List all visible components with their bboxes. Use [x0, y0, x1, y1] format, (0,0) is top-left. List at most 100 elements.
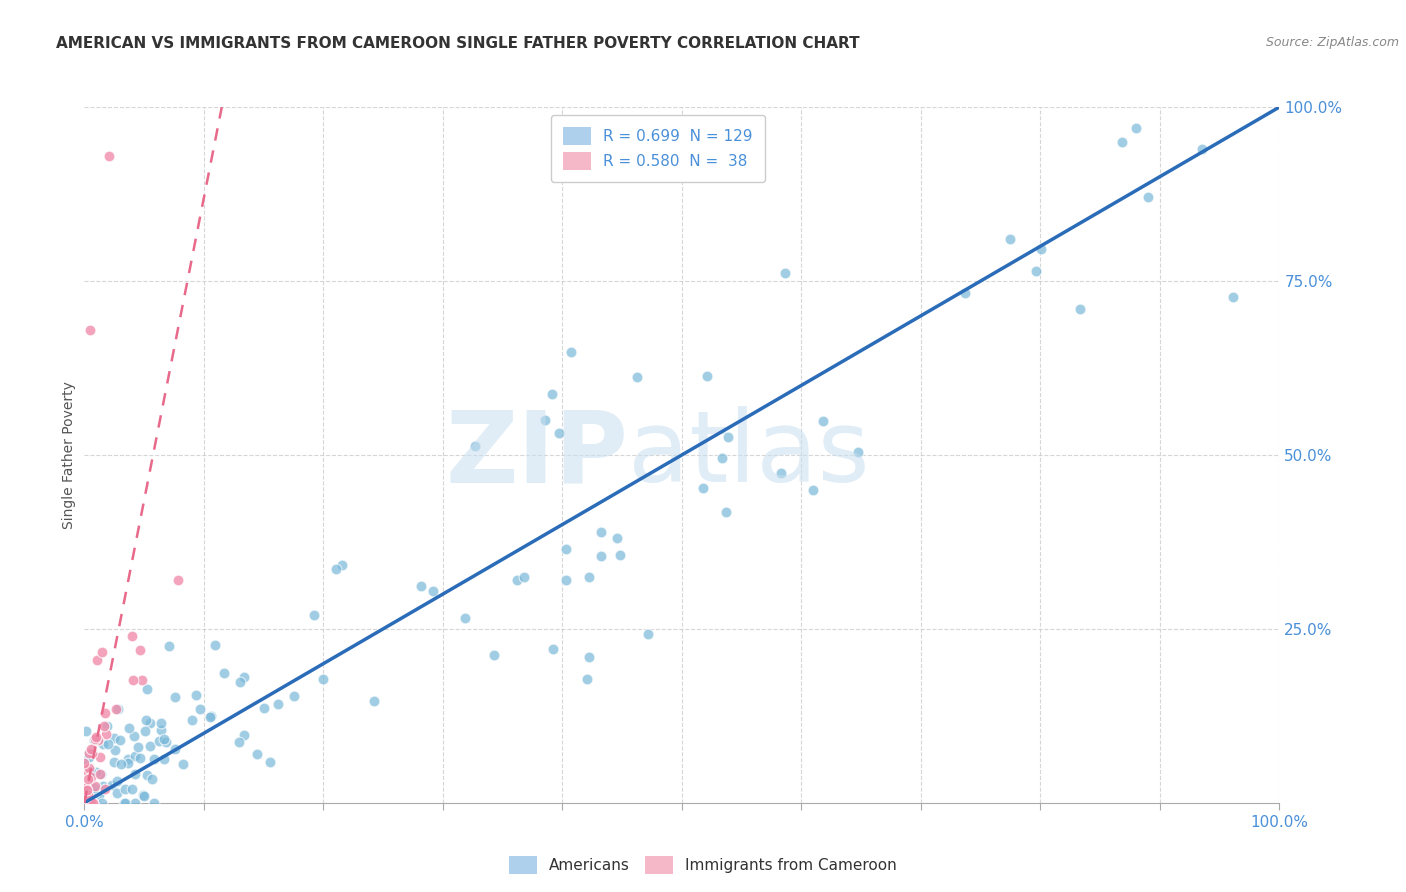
- Point: [83, 780, 105, 795]
- Point: [1137, 190, 1160, 204]
- Point: [77, 792, 100, 806]
- Text: ZIP: ZIP: [446, 407, 628, 503]
- Point: [464, 439, 486, 453]
- Point: [134, 724, 156, 739]
- Point: [200, 710, 222, 724]
- Point: [152, 751, 174, 765]
- Point: [204, 638, 226, 652]
- Point: [96, 719, 118, 733]
- Point: [101, 778, 124, 792]
- Point: [134, 789, 156, 804]
- Point: [77, 750, 100, 764]
- Point: [79, 323, 101, 337]
- Legend: Americans, Immigrants from Cameroon: Americans, Immigrants from Cameroon: [503, 850, 903, 880]
- Point: [246, 747, 269, 761]
- Point: [1125, 121, 1147, 136]
- Point: [124, 766, 146, 780]
- Point: [82, 796, 104, 810]
- Point: [139, 716, 162, 731]
- Point: [79, 796, 101, 810]
- Point: [186, 688, 208, 702]
- Point: [80, 765, 103, 780]
- Point: [575, 672, 598, 686]
- Point: [131, 673, 153, 687]
- Point: [555, 541, 578, 556]
- Point: [93, 781, 115, 796]
- Point: [82, 743, 104, 757]
- Point: [93, 719, 115, 733]
- Point: [110, 756, 132, 771]
- Point: [94, 727, 117, 741]
- Point: [363, 694, 385, 708]
- Point: [696, 368, 718, 383]
- Point: [482, 648, 505, 662]
- Point: [114, 796, 136, 810]
- Point: [212, 666, 235, 681]
- Point: [506, 573, 529, 587]
- Point: [163, 690, 186, 704]
- Point: [79, 795, 101, 809]
- Point: [953, 285, 976, 300]
- Point: [710, 450, 733, 465]
- Point: [83, 786, 105, 800]
- Point: [75, 789, 97, 804]
- Point: [83, 732, 105, 747]
- Point: [534, 413, 557, 427]
- Point: [75, 780, 97, 795]
- Point: [82, 796, 104, 810]
- Point: [606, 531, 628, 545]
- Point: [135, 713, 157, 727]
- Point: [422, 584, 444, 599]
- Point: [167, 573, 190, 587]
- Point: [714, 505, 737, 519]
- Legend: R = 0.699  N = 129, R = 0.580  N =  38: R = 0.699 N = 129, R = 0.580 N = 38: [551, 115, 765, 182]
- Text: atlas: atlas: [628, 407, 870, 503]
- Point: [98, 149, 121, 163]
- Point: [637, 627, 659, 641]
- Point: [75, 751, 97, 765]
- Point: [411, 578, 433, 592]
- Point: [117, 751, 139, 765]
- Point: [118, 721, 141, 735]
- Point: [135, 681, 157, 696]
- Point: [91, 796, 114, 810]
- Point: [89, 750, 111, 764]
- Point: [283, 689, 305, 703]
- Point: [75, 780, 97, 795]
- Point: [302, 607, 325, 622]
- Point: [589, 549, 612, 563]
- Text: AMERICAN VS IMMIGRANTS FROM CAMEROON SINGLE FATHER POVERTY CORRELATION CHART: AMERICAN VS IMMIGRANTS FROM CAMEROON SIN…: [56, 36, 860, 51]
- Point: [266, 697, 288, 711]
- Point: [150, 716, 173, 731]
- Point: [127, 740, 149, 755]
- Point: [82, 796, 104, 810]
- Point: [589, 524, 612, 539]
- Point: [86, 652, 108, 666]
- Point: [75, 763, 97, 777]
- Point: [1025, 264, 1047, 278]
- Point: [129, 751, 152, 765]
- Point: [513, 570, 536, 584]
- Point: [848, 445, 870, 459]
- Point: [233, 670, 256, 684]
- Point: [1111, 135, 1133, 149]
- Point: [811, 414, 834, 428]
- Point: [773, 266, 796, 280]
- Point: [454, 611, 477, 625]
- Point: [132, 788, 155, 802]
- Point: [103, 743, 125, 757]
- Point: [325, 562, 347, 576]
- Y-axis label: Single Father Poverty: Single Father Poverty: [62, 381, 76, 529]
- Point: [157, 639, 180, 653]
- Point: [117, 756, 139, 770]
- Point: [181, 713, 204, 727]
- Point: [84, 765, 107, 780]
- Point: [801, 483, 824, 497]
- Point: [80, 742, 103, 756]
- Point: [105, 786, 128, 800]
- Point: [108, 732, 131, 747]
- Point: [1031, 243, 1053, 257]
- Point: [1222, 290, 1244, 304]
- Point: [770, 466, 793, 480]
- Point: [121, 629, 143, 643]
